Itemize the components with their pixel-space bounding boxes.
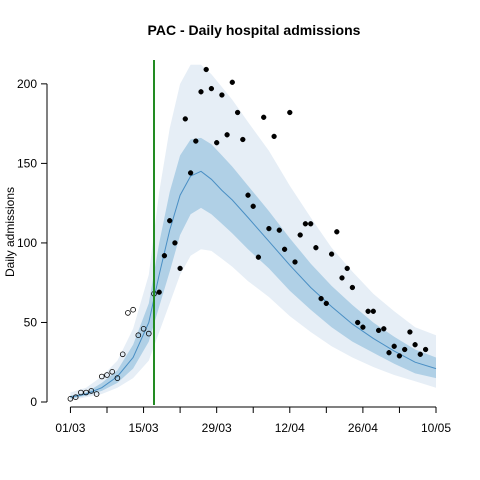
data-point-open [135, 332, 142, 339]
axes: 0 50 100 150 200 01/03 15/03 29/03 12/04 26/04 10/… [17, 77, 451, 435]
data-point-filled [219, 92, 225, 98]
data-point-filled [271, 133, 277, 140]
data-point-open [130, 306, 136, 313]
data-point-filled [323, 300, 329, 307]
x-tick-label: 10/05 [421, 421, 451, 435]
data-point-filled [407, 329, 413, 335]
data-point-filled [172, 240, 178, 246]
data-point-filled [177, 265, 183, 272]
data-point-filled [302, 221, 309, 227]
data-point-filled [375, 327, 382, 334]
data-point-filled [412, 342, 418, 348]
x-tick-label: 26/04 [348, 421, 378, 435]
data-point-filled [250, 203, 256, 209]
y-axis-label: Daily admissions [3, 187, 17, 277]
y-tick-label: 150 [17, 156, 37, 170]
y-tick-label: 100 [17, 236, 37, 250]
data-point-open [140, 325, 147, 332]
data-point-filled [182, 116, 188, 122]
median-line [70, 170, 437, 398]
data-point-open [104, 372, 110, 378]
data-point-open [88, 388, 95, 394]
data-point-open [67, 395, 74, 402]
y-tick-label: 0 [30, 395, 37, 409]
data-point-filled [224, 132, 230, 138]
data-point-open [99, 373, 105, 380]
x-tick-label: 12/04 [275, 421, 305, 435]
data-point-open [83, 389, 89, 396]
data-point-filled [167, 218, 173, 224]
data-point-filled [365, 308, 371, 314]
data-point-filled [355, 319, 361, 326]
data-point-filled [308, 221, 314, 227]
data-point-filled [193, 138, 199, 144]
data-point-open [125, 310, 131, 316]
data-point-filled [240, 136, 246, 143]
data-point-filled [198, 89, 204, 95]
x-tick-label: 15/03 [129, 421, 159, 435]
data-point-filled [203, 66, 209, 73]
inner-uncertainty-band [70, 137, 437, 399]
y-tick-label: 200 [17, 77, 37, 91]
data-point-filled [214, 140, 220, 146]
data-point-filled [276, 227, 282, 233]
data-point-filled [349, 284, 356, 291]
data-point-filled [334, 229, 340, 235]
data-point-filled [281, 246, 288, 252]
data-point-filled [381, 326, 387, 332]
data-point-filled [386, 350, 392, 356]
data-point-filled [402, 346, 408, 353]
data-point-filled [156, 289, 162, 295]
data-point-filled [328, 251, 335, 257]
x-tick-label: 01/03 [55, 421, 85, 435]
data-point-filled [292, 259, 298, 265]
data-point-filled [422, 346, 429, 353]
x-tick-label: 29/03 [202, 421, 232, 435]
data-point-filled [229, 79, 235, 85]
y-tick-label: 50 [24, 315, 38, 329]
data-point-filled [339, 275, 345, 281]
chart-title: PAC - Daily hospital admissions [148, 22, 361, 38]
data-point-filled [261, 114, 267, 120]
data-point-filled [245, 192, 251, 198]
data-point-filled [391, 343, 397, 349]
data-point-open [93, 391, 100, 397]
observed-points [67, 66, 429, 402]
data-point-open [72, 394, 79, 401]
data-point-filled [370, 308, 376, 314]
data-point-open [146, 330, 152, 337]
data-point-filled [417, 351, 423, 357]
data-point-open [119, 351, 126, 358]
data-point-filled [344, 265, 350, 272]
median-line-group [70, 170, 437, 398]
uncertainty-bands [70, 64, 437, 401]
data-point-filled [313, 245, 319, 251]
data-point-filled [396, 353, 403, 359]
data-point-filled [266, 225, 272, 232]
data-point-filled [255, 254, 262, 260]
data-point-open [114, 375, 121, 381]
data-point-open [109, 368, 115, 375]
data-point-filled [208, 85, 215, 92]
data-point-filled [318, 295, 324, 302]
data-point-filled [360, 324, 366, 330]
data-point-filled [187, 170, 194, 176]
data-point-filled [234, 109, 241, 116]
data-point-filled [297, 232, 303, 238]
data-point-filled [161, 253, 168, 259]
data-point-filled [287, 109, 293, 116]
